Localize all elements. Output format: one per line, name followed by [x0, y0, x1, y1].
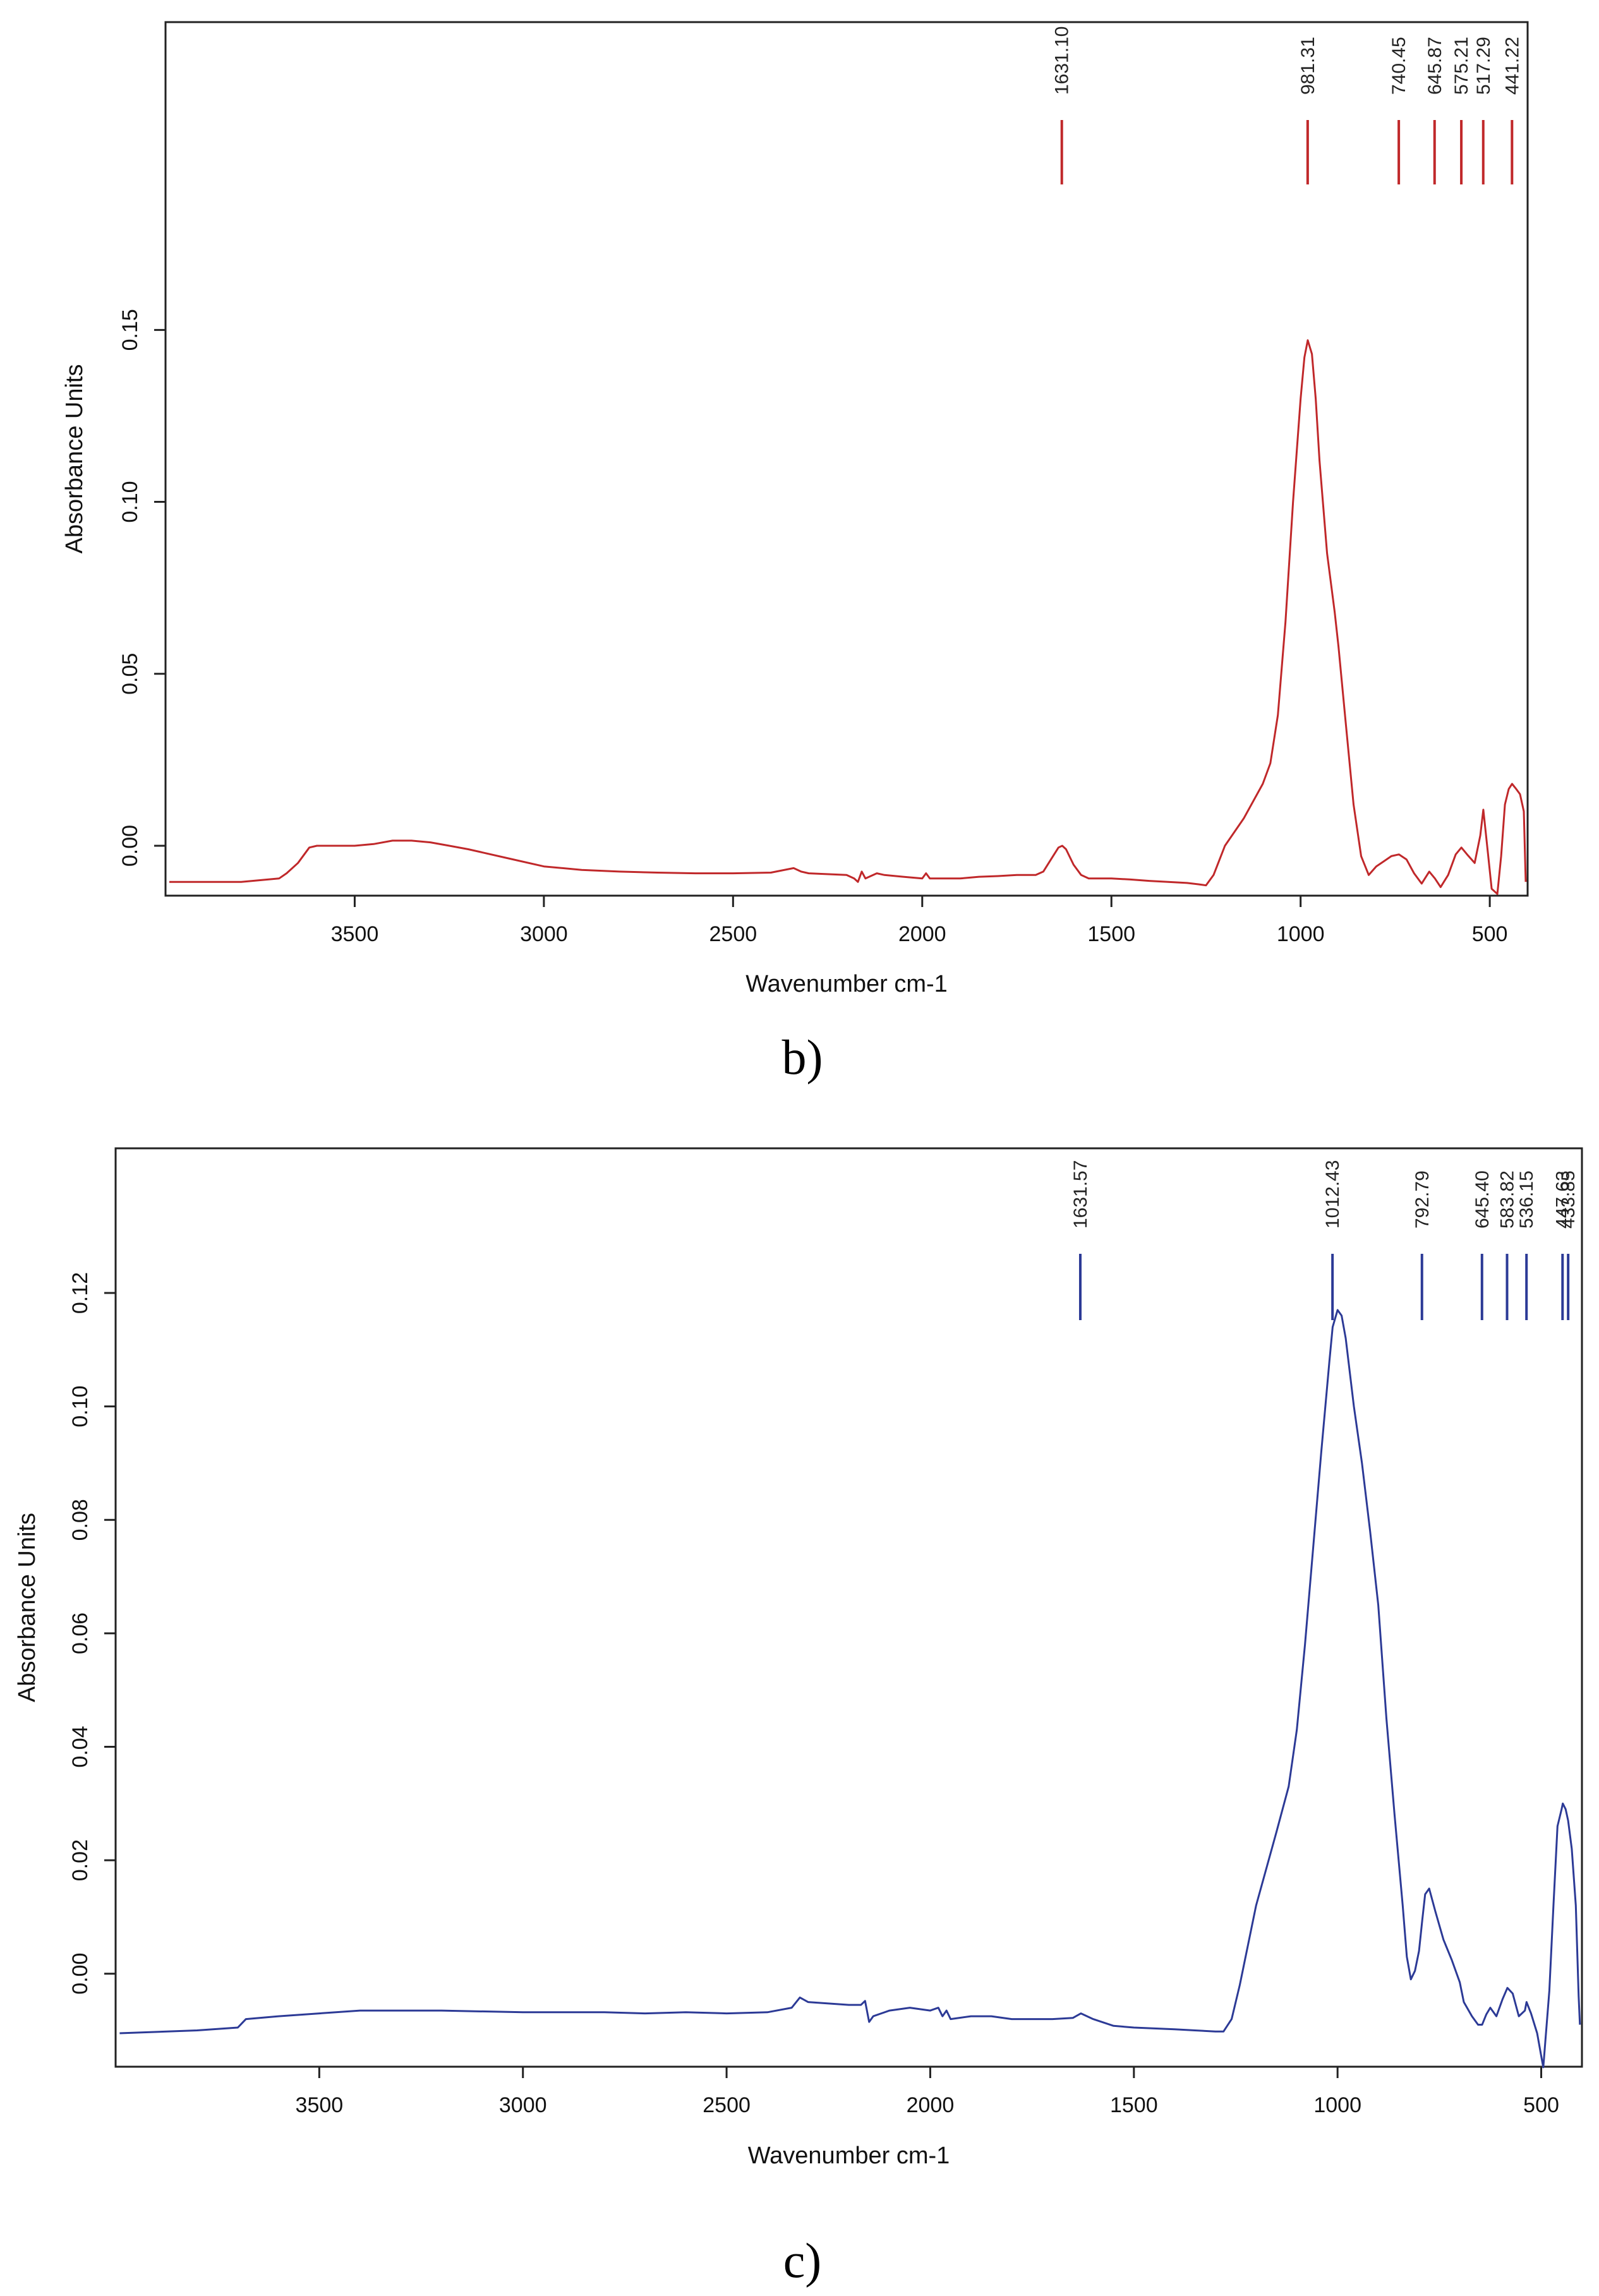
y-tick-label: 0.02: [68, 1839, 92, 1881]
x-axis-title: Wavenumber cm-1: [745, 971, 948, 997]
spectrum-line-0: [169, 339, 1527, 895]
peak-label: 1631.57: [1070, 1160, 1091, 1229]
y-tick-label: 0.10: [118, 481, 142, 522]
x-tick-label: 3500: [331, 922, 379, 946]
x-tick-label: 1500: [1110, 2093, 1158, 2117]
chart-panel-c: 3500 3000 2500 2000 1500 1000 500 0.00 0.02 0.04 0…: [14, 1147, 1583, 2169]
peak-label: 1631.10: [1052, 27, 1073, 95]
y-tick-label: 0.08: [68, 1499, 92, 1541]
caption-c: c): [783, 2233, 822, 2288]
spectrum-line-0: [119, 1309, 1581, 2069]
y-tick-label: 0.10: [68, 1386, 92, 1427]
peak-label: 981.31: [1298, 37, 1318, 95]
peak-label: 441.22: [1502, 37, 1523, 95]
y-tick-label: 0.00: [118, 825, 142, 867]
plot-frame: [164, 21, 1529, 897]
caption-b: b): [782, 1030, 823, 1085]
peak-label: 792.79: [1412, 1170, 1433, 1229]
y-tick-label: 0.05: [118, 653, 142, 695]
x-tick-label: 500: [1472, 922, 1508, 946]
y-tick-label: 0.04: [68, 1726, 92, 1767]
x-tick-label: 3500: [296, 2093, 344, 2117]
peak-label: 447.63: [1552, 1170, 1573, 1229]
chart-panel-b: 3500 3000 2500 2000 1500 1000 500 0.00 0.05 0.10 0…: [61, 21, 1529, 997]
plot-frame: [114, 1147, 1583, 2068]
x-tick-label: 2000: [898, 922, 946, 946]
y-tick-label: 0.15: [118, 309, 142, 351]
x-tick-label: 1500: [1087, 922, 1135, 946]
peak-label: 433.85: [1558, 1170, 1579, 1229]
y-axis-title: Absorbance Units: [61, 364, 88, 554]
peak-label: 645.87: [1425, 37, 1445, 95]
y-tick-label: 0.12: [68, 1272, 92, 1314]
x-tick-label: 2500: [703, 2093, 751, 2117]
x-tick-label: 3000: [499, 2093, 547, 2117]
peak-label: 583.82: [1497, 1170, 1518, 1229]
peak-label: 740.45: [1389, 37, 1409, 95]
peak-label: 517.29: [1473, 37, 1494, 95]
peak-label: 1012.43: [1322, 1160, 1343, 1229]
x-tick-label: 2500: [709, 922, 757, 946]
x-tick-label: 3000: [520, 922, 568, 946]
peak-label: 645.40: [1472, 1170, 1493, 1229]
x-tick-label: 2000: [907, 2093, 955, 2117]
x-axis-title: Wavenumber cm-1: [748, 2143, 950, 2169]
y-tick-label: 0.00: [68, 1953, 92, 1995]
peak-label: 536.15: [1516, 1170, 1537, 1229]
x-tick-label: 1000: [1313, 2093, 1361, 2117]
x-tick-label: 1000: [1277, 922, 1325, 946]
y-tick-label: 0.06: [68, 1613, 92, 1654]
x-tick-label: 500: [1523, 2093, 1559, 2117]
peak-label: 575.21: [1451, 37, 1472, 95]
y-axis-title: Absorbance Units: [14, 1513, 40, 1702]
